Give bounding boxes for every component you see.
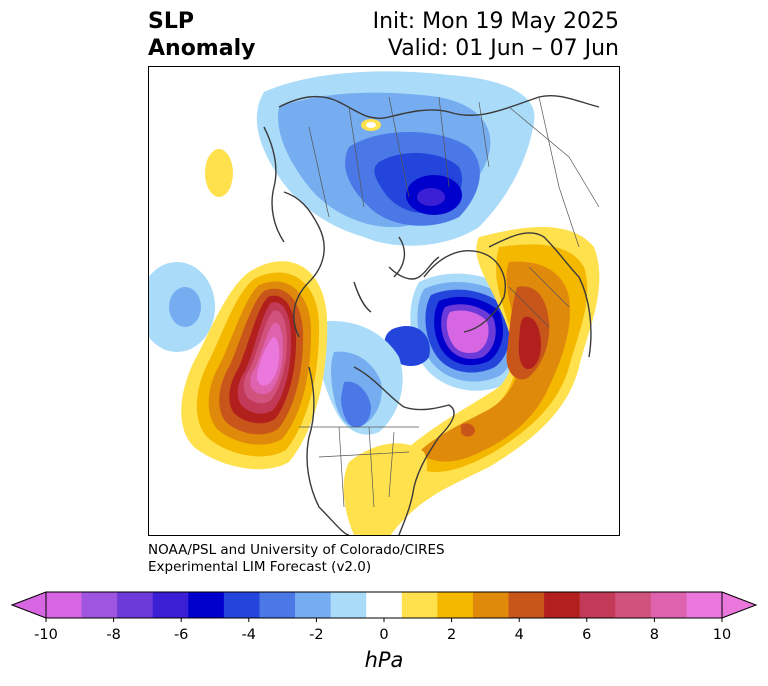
map-canvas (149, 71, 600, 535)
init-date: Init: Mon 19 May 2025 (372, 9, 619, 34)
colorbar-segment (508, 592, 545, 618)
colorbar-segment (579, 592, 616, 618)
colorbar-extend-max (721, 591, 758, 619)
colorbar-tick-label: 6 (582, 627, 592, 643)
colorbar-segment (330, 592, 367, 618)
colorbar-segment (401, 592, 438, 618)
colorbar-tick-label: -2 (309, 627, 324, 643)
colorbar-segment (295, 592, 332, 618)
colorbar-segment (81, 592, 118, 618)
colorbar-segment (366, 592, 403, 618)
political-borders (299, 96, 600, 508)
colorbar-segment (152, 592, 189, 618)
map-title: SLP Anomaly (148, 8, 255, 62)
pacific-small-positive (205, 149, 233, 197)
colorbar-tick-label: 8 (649, 627, 660, 643)
colorbar-tick-label: 2 (446, 627, 457, 643)
credit-line-2: Experimental LIM Forecast (v2.0) (148, 559, 372, 575)
slp-anomaly-map (148, 66, 620, 536)
colorbar-segment (259, 592, 296, 618)
colorbar-segment (188, 592, 225, 618)
west-coast-positive-anomaly (181, 261, 328, 470)
colorbar-tick-label: -8 (106, 627, 121, 643)
forecast-dates: Init: Mon 19 May 2025 Valid: 01 Jun – 07… (373, 8, 619, 62)
valid-dates: Valid: 01 Jun – 07 Jun (387, 36, 619, 61)
data-credit: NOAA/PSL and University of Colorado/CIRE… (148, 542, 445, 576)
colorbar-segment (223, 592, 260, 618)
colorbar-segment (117, 592, 154, 618)
arctic-negative-anomaly (256, 71, 535, 246)
colorbar-segment (686, 592, 723, 618)
colorbar-segment (544, 592, 581, 618)
colorbar-segment (472, 592, 510, 618)
colorbar-tick-label: -6 (173, 627, 189, 643)
colorbar-tick-label: 4 (514, 627, 524, 643)
colorbar-tick-label: -10 (34, 627, 58, 643)
colorbar-units: hPa (364, 648, 404, 672)
colorbar-tick-label: -4 (241, 627, 257, 643)
gulf-positive-anomaly (343, 443, 428, 535)
colorbar-extend-min (10, 591, 47, 619)
colorbar-tick-label: 0 (379, 627, 389, 643)
title-line-1: SLP (148, 9, 194, 34)
colorbar-segment (437, 592, 474, 618)
colorbar-segment (615, 592, 652, 618)
colorbar-segment (46, 592, 83, 618)
pacific-negative-anomaly (149, 262, 215, 352)
colorbar-tick-label: 10 (712, 627, 732, 643)
colorbar (10, 591, 758, 622)
coastlines (263, 95, 600, 535)
colorbar-segment (650, 592, 687, 618)
credit-line-1: NOAA/PSL and University of Colorado/CIRE… (148, 542, 445, 558)
title-line-2: Anomaly (148, 36, 256, 61)
north-america-negative-anomaly (314, 321, 403, 435)
